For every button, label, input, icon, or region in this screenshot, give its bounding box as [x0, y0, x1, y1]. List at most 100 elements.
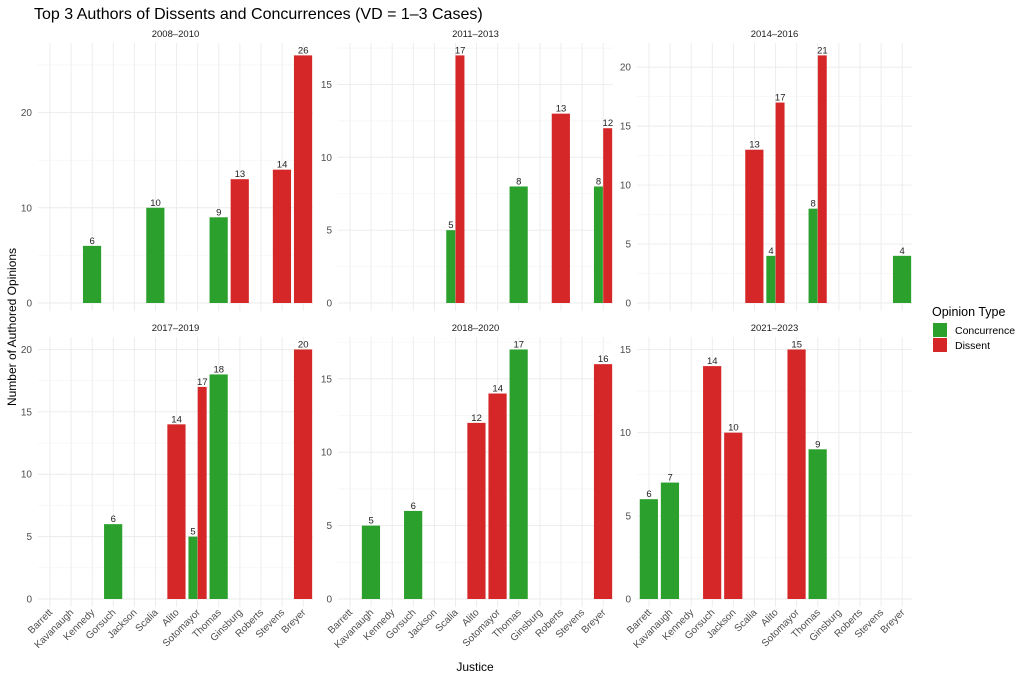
data-label: 8: [596, 176, 601, 187]
data-label: 14: [171, 414, 182, 425]
bar-dissent: [293, 349, 313, 599]
y-tick-label: 15: [21, 407, 33, 418]
data-label: 13: [235, 169, 246, 180]
facet-strip-label: 2008–2010: [152, 29, 200, 40]
legend-swatch-concurrence: [933, 323, 947, 337]
facet-panel: 2014–2016 0 5 10 15 20 13 4 17 8 21 4: [620, 29, 912, 311]
y-tick-label: 10: [21, 203, 33, 214]
data-label: 9: [815, 439, 820, 450]
x-tick-label: Breyer: [580, 607, 609, 636]
facet-strip-label: 2014–2016: [751, 29, 799, 40]
bar-concurrence: [509, 186, 528, 303]
bar-dissent: [775, 102, 785, 304]
y-tick-label: 10: [620, 428, 632, 439]
legend-title: Opinion Type: [932, 305, 1005, 319]
x-tick-label: Scalia: [434, 607, 461, 634]
y-tick-label: 5: [26, 532, 32, 543]
bar-concurrence: [446, 230, 456, 303]
facet-strip-label: 2017–2019: [152, 323, 200, 334]
bar-dissent: [467, 422, 486, 599]
data-label: 14: [492, 384, 503, 395]
y-tick-label: 0: [625, 595, 631, 606]
y-tick-label: 5: [326, 226, 332, 237]
y-tick-label: 20: [620, 63, 632, 74]
bar-concurrence: [808, 208, 818, 303]
data-label: 5: [368, 516, 373, 527]
bar-dissent: [724, 432, 743, 599]
y-tick-label: 10: [21, 470, 33, 481]
data-label: 6: [90, 236, 95, 247]
data-label: 12: [603, 118, 614, 129]
y-tick-label: 15: [321, 80, 333, 91]
y-tick-label: 15: [620, 345, 632, 356]
x-tick-label: Breyer: [280, 607, 309, 636]
bar-concurrence: [766, 255, 776, 303]
y-tick-label: 5: [625, 511, 631, 522]
facet-strip-label: 2021–2023: [751, 323, 799, 334]
data-label: 9: [216, 207, 221, 218]
bar-concurrence: [808, 449, 827, 599]
facet-panel: 2011–2013 0 5 10 15 5 17 8 13 8 12: [321, 29, 613, 311]
data-label: 4: [768, 246, 773, 257]
data-label: 21: [817, 45, 828, 56]
bar-dissent: [703, 366, 722, 599]
bar-dissent: [197, 386, 207, 599]
bar-concurrence: [104, 524, 123, 599]
y-tick-label: 0: [26, 299, 32, 310]
y-tick-label: 5: [326, 521, 332, 532]
data-label: 8: [516, 176, 521, 187]
bar-dissent: [603, 128, 613, 303]
bar-dissent: [593, 364, 613, 599]
data-label: 17: [775, 93, 786, 104]
bar-concurrence: [188, 536, 198, 599]
data-label: 18: [214, 364, 225, 375]
facet-panel: 2021–2023051015671410159BarrettKavanaugh…: [620, 323, 912, 651]
y-tick-label: 10: [620, 181, 632, 192]
x-axis-title: Justice: [456, 660, 494, 674]
data-label: 6: [411, 501, 416, 512]
legend-swatch-dissent: [933, 338, 947, 352]
y-tick-label: 10: [321, 153, 333, 164]
facet-panels: 2008–2010 0 10 20 6 10 9 13 14 26 2011–2013 0 5 10 15 5…: [21, 29, 912, 651]
bar-concurrence: [660, 482, 680, 599]
data-label: 16: [598, 354, 609, 365]
facet-strip-label: 2018–2020: [452, 323, 500, 334]
bar-dissent: [455, 55, 465, 303]
data-label: 13: [556, 104, 567, 115]
data-label: 13: [749, 140, 760, 151]
bar-concurrence: [361, 525, 381, 599]
data-label: 17: [455, 45, 466, 56]
legend: Opinion Type Concurrence Dissent: [932, 305, 1015, 352]
data-label: 26: [298, 45, 309, 56]
facet-panel: 2018–20200510155612141716BarrettKavanaug…: [321, 323, 613, 651]
data-label: 5: [448, 220, 453, 231]
bar-concurrence: [82, 245, 102, 303]
y-tick-label: 20: [21, 108, 33, 119]
data-label: 14: [707, 356, 718, 367]
data-label: 10: [728, 423, 739, 434]
bar-concurrence: [209, 374, 228, 599]
data-label: 6: [646, 489, 651, 500]
facet-strip-label: 2011–2013: [452, 29, 499, 40]
y-tick-label: 10: [321, 448, 333, 459]
data-label: 7: [667, 473, 672, 484]
bar-concurrence: [209, 217, 228, 303]
bar-concurrence: [639, 499, 658, 599]
data-label: 5: [190, 527, 195, 538]
data-label: 14: [277, 160, 288, 171]
x-tick-label: Scalia: [733, 607, 760, 634]
bar-dissent: [272, 169, 292, 303]
bar-dissent: [230, 179, 249, 303]
y-tick-label: 0: [625, 299, 631, 310]
data-label: 8: [811, 199, 816, 210]
bar-concurrence: [404, 510, 423, 599]
data-label: 12: [471, 413, 482, 424]
bar-dissent: [293, 55, 313, 303]
data-label: 10: [150, 198, 161, 209]
bar-dissent: [488, 393, 507, 599]
data-label: 6: [111, 514, 116, 525]
bar-dissent: [551, 113, 570, 303]
bar-dissent: [167, 424, 186, 599]
bar-concurrence: [892, 255, 912, 303]
